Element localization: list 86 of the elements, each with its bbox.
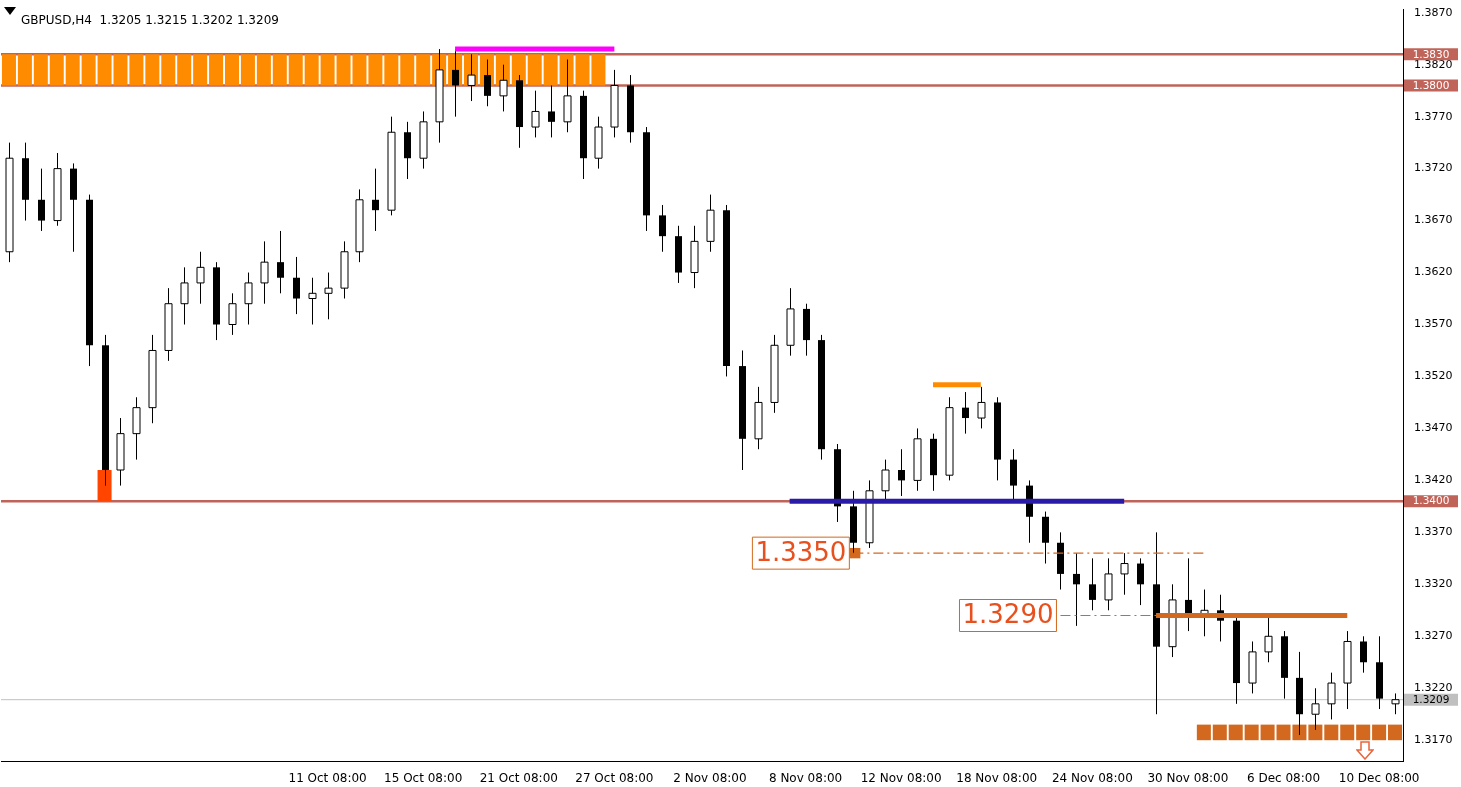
- bar: [177, 54, 192, 86]
- bar: [49, 54, 64, 86]
- bar: [33, 54, 48, 86]
- bar: [511, 54, 526, 86]
- y-tick-label: 1.3720: [1414, 161, 1453, 175]
- bar: [17, 54, 32, 86]
- candlestick: [1360, 635, 1367, 674]
- candlestick: [1073, 552, 1080, 627]
- bar: [384, 54, 399, 86]
- candlestick: [293, 256, 300, 315]
- bar: [240, 54, 255, 86]
- x-tick-label: 12 Nov 08:00: [860, 771, 942, 786]
- candlestick: [484, 58, 491, 107]
- x-tick-label: 24 Nov 08:00: [1051, 771, 1133, 786]
- y-tick-label: 1.3170: [1414, 733, 1453, 747]
- bar: [559, 54, 574, 86]
- bar: [400, 54, 415, 86]
- y-tick-label: 1.3370: [1414, 525, 1453, 539]
- bar: [97, 470, 112, 502]
- x-tick-label: 11 Oct 08:00: [288, 771, 367, 786]
- chart-title: GBPUSD,H4 1.3205 1.3215 1.3202 1.3209: [21, 12, 279, 27]
- bar: [1372, 724, 1387, 741]
- y-tick-label: 1.3820: [1414, 57, 1453, 71]
- bar: [368, 54, 383, 86]
- candlestick: [548, 84, 555, 138]
- y-tick-label: 1.3320: [1414, 577, 1453, 591]
- bar: [1340, 724, 1355, 741]
- y-tick-label: 1.3670: [1414, 213, 1453, 227]
- ref-line-label: 1.3830: [1412, 47, 1450, 60]
- bar: [1308, 724, 1323, 741]
- bar: [1244, 724, 1259, 741]
- series-label: 1.3290: [962, 599, 1054, 630]
- x-tick-label: 30 Nov 08:00: [1147, 771, 1229, 786]
- candlestick: [372, 168, 379, 232]
- y-tick-label: 1.3620: [1414, 265, 1453, 279]
- y-tick-label: 1.3570: [1414, 317, 1453, 331]
- bar: [225, 54, 240, 86]
- bar: [288, 54, 303, 86]
- bar: [256, 54, 271, 86]
- candlestick: [962, 391, 969, 435]
- x-tick-label: 6 Dec 08:00: [1246, 771, 1321, 786]
- bar: [272, 54, 287, 86]
- y-tick-label: 1.3770: [1414, 109, 1453, 123]
- bar: [1356, 724, 1371, 741]
- candlestick: [898, 448, 905, 497]
- x-tick-label: 2 Nov 08:00: [673, 771, 747, 786]
- bar: [161, 54, 176, 86]
- ref-line-label: 1.3400: [1412, 494, 1450, 507]
- bar: [129, 54, 144, 86]
- bar: [1260, 724, 1275, 741]
- bar: [1324, 724, 1339, 741]
- x-tick-label: 18 Nov 08:00: [956, 771, 1038, 786]
- candlestick: [38, 168, 45, 232]
- x-tick-label: 21 Oct 08:00: [479, 771, 558, 786]
- y-tick-label: 1.3270: [1414, 629, 1453, 643]
- x-tick-label: 8 Nov 08:00: [768, 771, 843, 786]
- bar: [304, 54, 319, 86]
- bar: [65, 54, 80, 86]
- x-tick-label: 27 Oct 08:00: [575, 771, 654, 786]
- bar: [193, 54, 208, 86]
- candlestick: [659, 204, 666, 253]
- bar: [145, 54, 160, 86]
- candlestick: [1137, 557, 1144, 606]
- y-tick-label: 1.3870: [1414, 5, 1453, 19]
- bar: [543, 54, 558, 86]
- candlestick: [277, 230, 284, 294]
- y-tick-label: 1.3470: [1414, 421, 1453, 435]
- bar: [1212, 724, 1227, 741]
- bar: [1228, 724, 1243, 741]
- bar: [1196, 724, 1211, 741]
- bar: [416, 54, 431, 86]
- bar: [320, 54, 335, 86]
- x-tick-label: 10 Dec 08:00: [1338, 771, 1420, 786]
- candlestick: [1089, 557, 1096, 611]
- bar: [209, 54, 224, 86]
- y-tick-label: 1.3420: [1414, 473, 1453, 487]
- bar: [1, 54, 16, 86]
- ref-line-label: 1.3800: [1412, 78, 1450, 91]
- ref-line-label: 1.3209: [1412, 692, 1450, 705]
- series-label: 1.3350: [755, 536, 847, 567]
- y-tick-label: 1.3520: [1414, 369, 1453, 383]
- bar: [527, 54, 542, 86]
- y-tick-label: 1.3220: [1414, 681, 1453, 695]
- bar: [1388, 724, 1403, 741]
- x-tick-label: 15 Oct 08:00: [384, 771, 463, 786]
- bar: [81, 54, 96, 86]
